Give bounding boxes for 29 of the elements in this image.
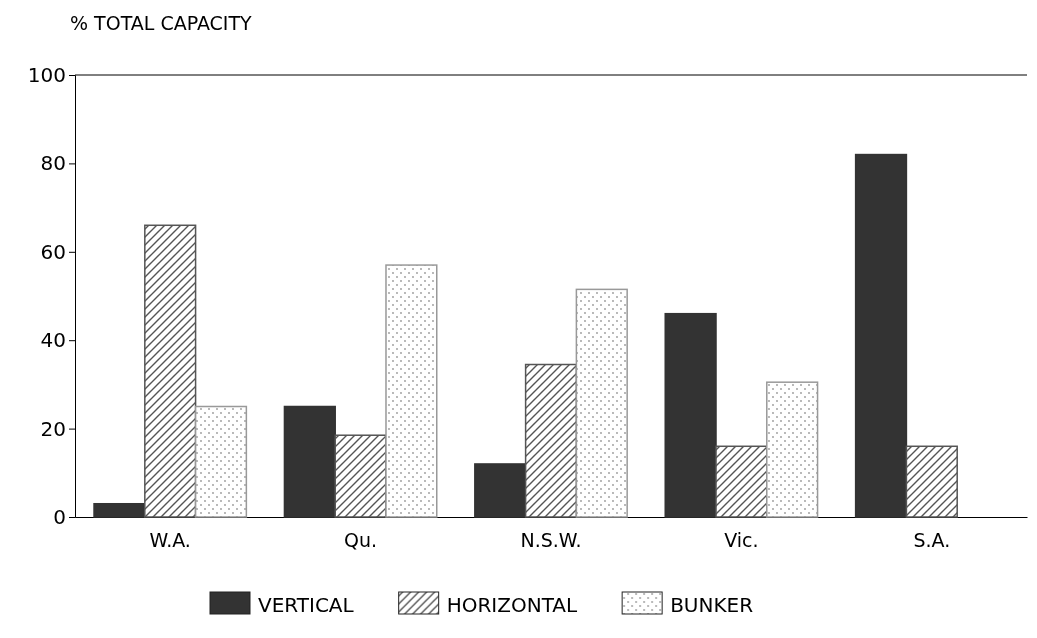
bar <box>93 502 146 518</box>
bar <box>854 153 908 518</box>
x-tick-label: W.A. <box>149 528 191 551</box>
bar <box>664 312 717 518</box>
y-tick-label: 60 <box>40 239 66 264</box>
legend-label: BUNKER <box>670 593 754 617</box>
bar <box>283 405 336 518</box>
x-tick-label: N.S.W. <box>520 528 582 551</box>
y-tick-label: 20 <box>40 416 66 441</box>
x-tick-label: Qu. <box>344 528 378 551</box>
y-tick-label: 100 <box>27 62 66 87</box>
bar <box>474 463 527 518</box>
y-tick-label: 0 <box>53 504 66 529</box>
bar <box>524 363 578 518</box>
bar <box>144 224 197 518</box>
x-tick-label: S.A. <box>913 528 951 551</box>
bar <box>905 445 958 518</box>
y-tick-label: 80 <box>40 151 66 176</box>
bar <box>385 264 438 518</box>
bar <box>715 445 768 518</box>
legend-label: VERTICAL <box>258 593 355 617</box>
x-tick-label: Vic. <box>724 528 759 551</box>
legend-label: HORIZONTAL <box>446 593 578 617</box>
bar <box>766 381 819 518</box>
y-axis-title: % TOTAL CAPACITY <box>70 12 253 34</box>
bar <box>194 405 248 518</box>
y-tick-label: 40 <box>40 328 66 353</box>
bar <box>575 288 628 518</box>
bar <box>334 434 387 518</box>
